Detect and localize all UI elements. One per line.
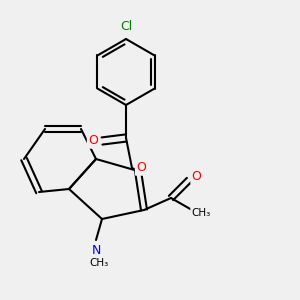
Text: CH₃: CH₃ — [191, 208, 211, 218]
Text: O: O — [88, 134, 98, 148]
Text: Cl: Cl — [120, 20, 132, 34]
Text: N: N — [91, 244, 101, 257]
Text: O: O — [136, 161, 146, 175]
Text: CH₃: CH₃ — [89, 257, 109, 268]
Text: O: O — [192, 170, 201, 184]
